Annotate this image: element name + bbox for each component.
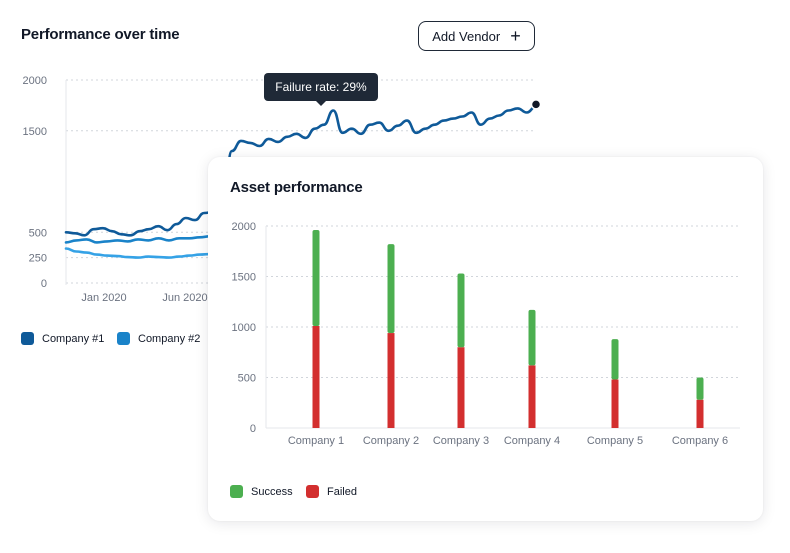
x-tick-label: Jan 2020 (81, 292, 126, 304)
x-tick-label: Company 5 (587, 435, 643, 447)
bar-failed-1 (312, 325, 320, 428)
y-tick-label: 0 (41, 278, 47, 290)
legend-label: Failed (327, 485, 357, 498)
bar-failed-3 (457, 347, 465, 428)
bar-success-6 (696, 377, 704, 400)
bar-success-1 (312, 230, 320, 326)
x-tick-label: Company 2 (363, 435, 419, 447)
add-vendor-label: Add Vendor (432, 28, 501, 44)
bar-failed-5 (611, 379, 619, 428)
legend-success[interactable]: Success (230, 485, 293, 498)
legend-company-1[interactable]: Company #1 (21, 332, 104, 345)
legend-swatch (306, 485, 319, 498)
x-tick-label: Company 3 (433, 435, 489, 447)
failure-rate-tooltip: Failure rate: 29% (264, 73, 378, 106)
x-tick-label: Company 4 (504, 435, 560, 447)
asset-performance-card: Asset performance 0 500 1000 1500 2000 Compan… (208, 157, 763, 521)
y-tick-label: 500 (29, 227, 47, 239)
x-tick-label: Company 6 (672, 435, 728, 447)
legend-company-2[interactable]: Company #2 (117, 332, 200, 345)
bar-success-4 (528, 309, 536, 366)
legend-failed[interactable]: Failed (306, 485, 357, 498)
bar-success-5 (611, 339, 619, 380)
performance-title: Performance over time (21, 26, 180, 43)
bar-success-3 (457, 273, 465, 348)
x-tick-label: Jun 2020 (162, 292, 207, 304)
y-tick-label: 2000 (23, 75, 47, 87)
y-tick-label: 500 (238, 373, 256, 385)
y-tick-label: 1500 (23, 126, 47, 138)
legend-label: Company #2 (138, 332, 201, 345)
line-company-2 (64, 235, 212, 244)
line-company-1 (64, 105, 538, 237)
asset-bar-chart: 0 500 1000 1500 2000 Company 1 Company 2 Compan… (232, 221, 740, 447)
bar-failed-6 (696, 399, 704, 428)
legend-swatch (21, 332, 34, 345)
y-tick-label: 250 (29, 253, 47, 265)
plus-icon: + (510, 26, 521, 46)
asset-performance-title: Asset performance (230, 179, 363, 196)
legend-swatch (230, 485, 243, 498)
add-vendor-button[interactable]: Add Vendor + (418, 21, 535, 51)
legend-label: Company #1 (42, 332, 105, 345)
line-company-3 (64, 247, 212, 259)
y-tick-label: 1500 (232, 272, 256, 284)
y-tick-label: 2000 (232, 221, 256, 233)
bar-success-2 (387, 244, 395, 334)
x-tick-label: Company 1 (288, 435, 344, 447)
tooltip-point (530, 99, 542, 110)
legend-label: Success (251, 485, 293, 498)
bar-failed-2 (387, 333, 395, 428)
bar-failed-4 (528, 365, 536, 428)
y-tick-label: 1000 (232, 322, 256, 334)
legend-swatch (117, 332, 130, 345)
y-tick-label: 0 (250, 423, 256, 435)
